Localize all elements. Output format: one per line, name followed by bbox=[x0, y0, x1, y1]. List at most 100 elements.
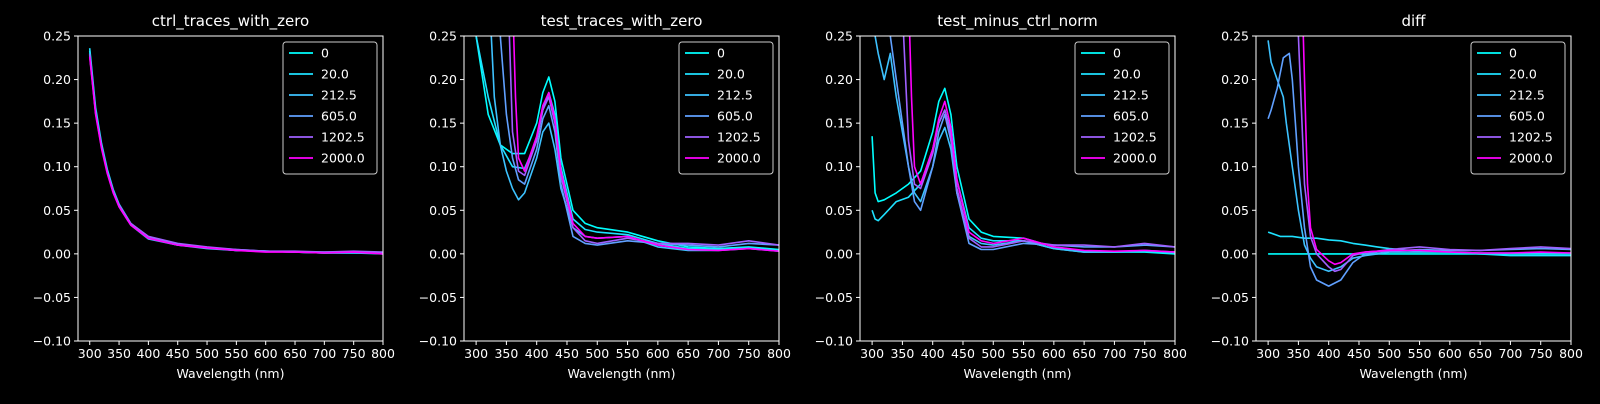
series-line-2000.0 bbox=[1302, 36, 1571, 266]
legend-box bbox=[282, 41, 378, 175]
y-tick-label: 0.25 bbox=[429, 29, 457, 44]
x-tick-label: 500 bbox=[195, 346, 219, 361]
x-tick-label: 600 bbox=[1438, 346, 1462, 361]
legend-label: 2000.0 bbox=[1113, 151, 1157, 166]
x-tick-label: 400 bbox=[921, 346, 945, 361]
x-tick-label: 500 bbox=[585, 346, 609, 361]
x-tick-label: 650 bbox=[1468, 346, 1492, 361]
legend-box bbox=[1074, 41, 1170, 175]
x-axis-label: Wavelength (nm) bbox=[1360, 366, 1468, 381]
plot-frame bbox=[1255, 35, 1572, 342]
series-group bbox=[871, 36, 1175, 255]
y-tick-label: 0.05 bbox=[43, 203, 71, 218]
x-tick-label: 650 bbox=[1072, 346, 1096, 361]
y-tick-label: 0.00 bbox=[825, 246, 853, 261]
x-tick-label: 500 bbox=[981, 346, 1005, 361]
legend-label: 1202.5 bbox=[717, 130, 761, 145]
legend-label: 1202.5 bbox=[321, 130, 365, 145]
x-axis-label: Wavelength (nm) bbox=[964, 366, 1072, 381]
x-tick-label: 350 bbox=[494, 346, 518, 361]
x-tick-label: 750 bbox=[1133, 346, 1157, 361]
y-tick-label: −0.10 bbox=[419, 334, 457, 349]
legend-label: 605.0 bbox=[1509, 109, 1545, 124]
y-tick-label: −0.05 bbox=[1211, 290, 1249, 305]
y-tick-label: −0.05 bbox=[33, 290, 71, 305]
x-tick-label: 650 bbox=[283, 346, 307, 361]
series-line-1202.5 bbox=[902, 36, 1175, 248]
chart-title: diff bbox=[1401, 12, 1426, 30]
series-group bbox=[88, 48, 383, 255]
legend-label: 605.0 bbox=[321, 109, 357, 124]
legend: 0 20.0 212.5 605.0 1202.5 2000.0 bbox=[282, 41, 378, 175]
legend-label: 0 bbox=[1113, 46, 1121, 61]
legend-label: 605.0 bbox=[717, 109, 753, 124]
x-tick-label: 800 bbox=[767, 346, 791, 361]
x-tick-label: 600 bbox=[646, 346, 670, 361]
chart-title: ctrl_traces_with_zero bbox=[152, 12, 309, 31]
legend-label: 20.0 bbox=[1113, 67, 1141, 82]
y-tick-label: 0.00 bbox=[43, 246, 71, 261]
y-tick-label: 0.15 bbox=[825, 116, 853, 131]
plot-frame bbox=[859, 35, 1176, 342]
y-tick-label: 0.20 bbox=[1221, 72, 1249, 87]
series-line-20.0 bbox=[1267, 231, 1571, 257]
y-tick-label: 0.10 bbox=[43, 159, 71, 174]
x-tick-label: 800 bbox=[1559, 346, 1583, 361]
series-line-1202.5 bbox=[1297, 36, 1571, 273]
x-tick-label: 700 bbox=[1102, 346, 1126, 361]
chart-panel-4: 300 350 400 450 500 550 600 650 700 750 800 0.25 0.2… bbox=[1211, 12, 1583, 381]
legend-label: 20.0 bbox=[717, 67, 745, 82]
y-tick-label: 0.20 bbox=[825, 72, 853, 87]
y-tick-label: 0.05 bbox=[1221, 203, 1249, 218]
legend: 0 20.0 212.5 605.0 1202.5 2000.0 bbox=[678, 41, 774, 175]
x-tick-label: 750 bbox=[1529, 346, 1553, 361]
series-line-212.5 bbox=[490, 36, 779, 252]
x-tick-label: 600 bbox=[1042, 346, 1066, 361]
series-line-2000.0 bbox=[908, 36, 1175, 253]
legend-label: 212.5 bbox=[321, 88, 357, 103]
legend-label: 212.5 bbox=[1509, 88, 1545, 103]
x-tick-label: 550 bbox=[616, 346, 640, 361]
x-tick-label: 550 bbox=[1012, 346, 1036, 361]
y-tick-label: 0.20 bbox=[43, 72, 71, 87]
x-tick-label: 600 bbox=[254, 346, 278, 361]
series-line-605.0 bbox=[499, 36, 779, 248]
plot-frame bbox=[463, 35, 780, 342]
y-tick-label: 0.00 bbox=[429, 246, 457, 261]
x-tick-label: 500 bbox=[1377, 346, 1401, 361]
y-tick-label: 0.10 bbox=[429, 159, 457, 174]
x-tick-label: 400 bbox=[1317, 346, 1341, 361]
legend-label: 2000.0 bbox=[717, 151, 761, 166]
series-line-2000.0 bbox=[88, 56, 383, 255]
x-tick-label: 450 bbox=[555, 346, 579, 361]
series-line-2000.0 bbox=[512, 36, 779, 252]
chart-panel-3: 300 350 400 450 500 550 600 650 700 750 800 0.25 0.2… bbox=[815, 12, 1187, 381]
legend-label: 1202.5 bbox=[1113, 130, 1157, 145]
legend-label: 0 bbox=[321, 46, 329, 61]
series-line-212.5 bbox=[874, 36, 1175, 253]
legend: 0 20.0 212.5 605.0 1202.5 2000.0 bbox=[1470, 41, 1566, 175]
series-group bbox=[1267, 36, 1571, 287]
legend-box bbox=[678, 41, 774, 175]
x-tick-label: 300 bbox=[1256, 346, 1280, 361]
y-tick-label: 0.25 bbox=[825, 29, 853, 44]
y-tick-label: 0.15 bbox=[429, 116, 457, 131]
legend-label: 20.0 bbox=[321, 67, 349, 82]
y-tick-label: 0.10 bbox=[825, 159, 853, 174]
x-tick-label: 450 bbox=[1347, 346, 1371, 361]
x-tick-label: 300 bbox=[464, 346, 488, 361]
x-tick-label: 300 bbox=[78, 346, 102, 361]
x-tick-label: 550 bbox=[224, 346, 248, 361]
y-tick-label: 0.15 bbox=[43, 116, 71, 131]
x-tick-label: 550 bbox=[1408, 346, 1432, 361]
x-tick-label: 800 bbox=[371, 346, 395, 361]
y-tick-label: 0.25 bbox=[43, 29, 71, 44]
y-tick-label: 0.05 bbox=[825, 203, 853, 218]
x-tick-label: 400 bbox=[525, 346, 549, 361]
x-tick-label: 700 bbox=[706, 346, 730, 361]
legend-label: 0 bbox=[1509, 46, 1517, 61]
x-tick-label: 700 bbox=[1498, 346, 1522, 361]
y-tick-label: 0.25 bbox=[1221, 29, 1249, 44]
